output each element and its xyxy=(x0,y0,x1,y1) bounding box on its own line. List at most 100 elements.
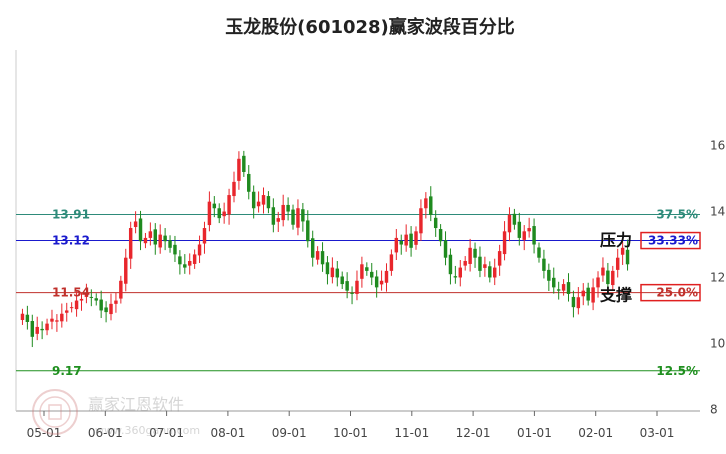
candle-body xyxy=(552,277,556,288)
candle-body xyxy=(615,257,620,270)
candle-body xyxy=(611,270,615,286)
candle-body xyxy=(55,320,59,322)
level-percent-box xyxy=(640,283,701,302)
candle-body xyxy=(325,262,330,275)
candle-body xyxy=(532,226,536,245)
candle-body xyxy=(74,300,79,310)
candle-body xyxy=(497,251,502,266)
candle-body xyxy=(350,292,354,294)
candle-body xyxy=(276,218,280,222)
candle-body xyxy=(20,313,25,321)
candle-body xyxy=(414,231,418,245)
watermark-logo: 赢家江恩软件 www.360gann.com xyxy=(32,389,200,437)
candle-body xyxy=(256,201,261,207)
candle-body xyxy=(527,228,531,232)
candle-body xyxy=(158,234,162,248)
candle-body xyxy=(458,267,463,278)
resistance-annotation: 压力 xyxy=(600,231,632,250)
candle-body xyxy=(222,211,226,217)
candle-body xyxy=(502,231,507,255)
candle-body xyxy=(601,267,605,276)
candle-body xyxy=(25,314,30,322)
candle-body xyxy=(301,209,305,222)
candle-body xyxy=(556,289,561,291)
x-tick-label: 09-01 xyxy=(272,426,307,440)
candle-body xyxy=(104,307,108,313)
candle-body xyxy=(517,221,522,238)
candle-body xyxy=(492,267,497,278)
level-value-label: 13.91 xyxy=(52,208,90,222)
candle-body xyxy=(99,299,103,311)
y-tick-label: 14 xyxy=(710,205,725,219)
candle-body xyxy=(227,195,231,215)
x-tick-label: 08-01 xyxy=(210,426,245,440)
candle-body xyxy=(207,201,212,226)
level-percent-label: 12.5% xyxy=(656,364,698,378)
candle-body xyxy=(424,198,428,209)
candle-body xyxy=(468,247,472,264)
candle-body xyxy=(483,264,487,268)
candle-body xyxy=(45,323,49,331)
candle-body xyxy=(232,181,236,197)
candle-body xyxy=(379,280,384,285)
candle-body xyxy=(40,328,44,331)
candle-body xyxy=(360,264,364,279)
candle-body xyxy=(183,264,187,268)
levels-layer xyxy=(16,214,701,372)
candle-body xyxy=(35,326,39,334)
candle-body xyxy=(355,280,359,294)
candle-body xyxy=(79,298,84,301)
candle-body xyxy=(109,303,113,315)
level-percent-label: 25.0% xyxy=(656,286,698,300)
candle-body xyxy=(394,237,399,253)
candle-body xyxy=(50,318,54,322)
level-percent-label: 37.5% xyxy=(656,208,698,222)
candle-body xyxy=(478,256,482,271)
candle-body xyxy=(320,251,325,265)
x-tick-label: 11-01 xyxy=(394,426,429,440)
candle-body xyxy=(197,244,202,256)
candle-body xyxy=(571,296,576,308)
candle-body xyxy=(114,300,118,304)
candle-body xyxy=(271,207,276,225)
candle-body xyxy=(69,307,74,309)
candle-body xyxy=(217,208,221,219)
candle-body xyxy=(237,158,241,181)
candle-body xyxy=(266,196,271,209)
candle-body xyxy=(507,214,512,233)
x-tick-label: 07-01 xyxy=(149,426,184,440)
x-tick-label: 02-01 xyxy=(578,426,613,440)
chart-title: 玉龙股份(601028)赢家波段百分比 xyxy=(225,16,515,38)
candle-body xyxy=(335,268,340,278)
candle-body xyxy=(128,228,133,259)
y-tick-label: 12 xyxy=(710,270,725,284)
candle-body xyxy=(315,251,320,260)
candle-body xyxy=(153,229,158,245)
support-annotation: 支撑 xyxy=(599,286,632,305)
candle-body xyxy=(453,276,458,278)
candle-body xyxy=(547,269,551,281)
candle-body xyxy=(133,221,138,228)
candle-body xyxy=(606,270,610,285)
candle-body xyxy=(173,244,177,255)
candle-body xyxy=(212,203,217,209)
candle-body xyxy=(148,231,153,238)
candle-body xyxy=(488,266,492,278)
candle-body xyxy=(537,247,541,258)
candle-body xyxy=(163,235,167,242)
candle-body xyxy=(399,240,403,245)
candle-body xyxy=(330,267,335,278)
candle-body xyxy=(202,228,207,244)
candle-body xyxy=(438,229,443,242)
level-percent-box xyxy=(640,231,701,250)
candle-body xyxy=(389,254,394,271)
candle-body xyxy=(473,248,477,258)
candle-body xyxy=(522,231,526,240)
candle-body xyxy=(30,320,35,337)
candle-body xyxy=(384,270,389,283)
candle-body xyxy=(581,290,585,297)
level-value-label: 9.17 xyxy=(52,364,82,378)
candle-body xyxy=(429,196,433,215)
